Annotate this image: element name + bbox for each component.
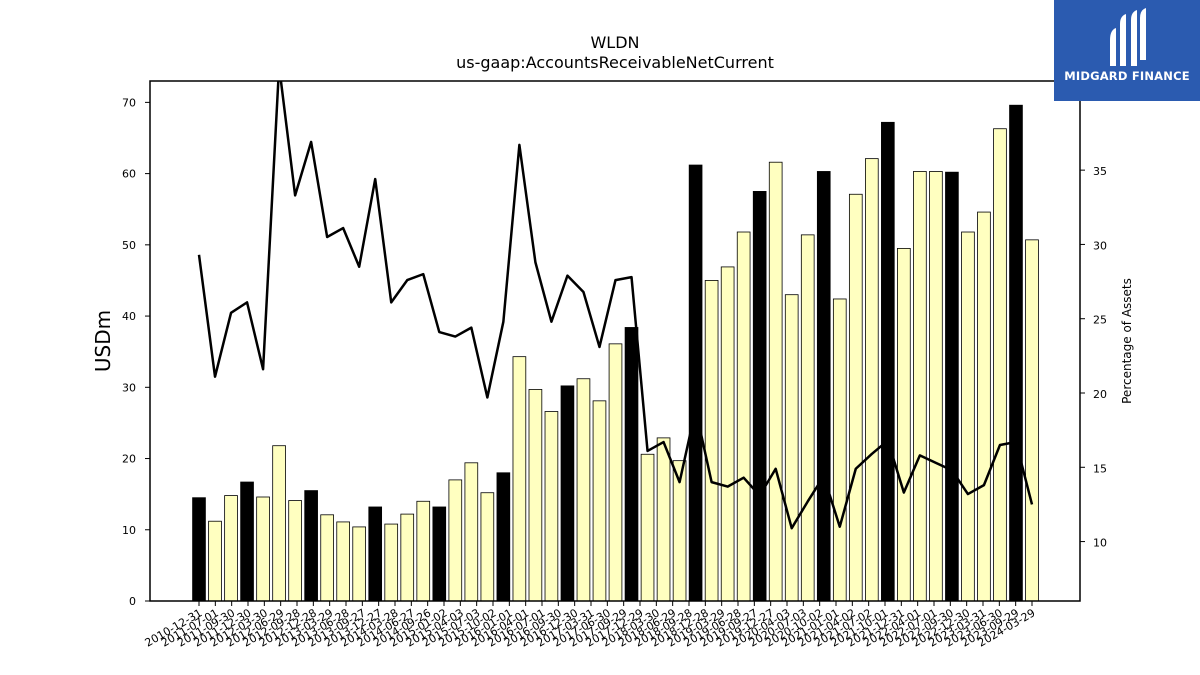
y-tick-label: 10: [122, 524, 136, 537]
bar: [560, 385, 575, 601]
bar: [368, 506, 383, 601]
bar: [913, 171, 927, 601]
bar: [384, 523, 399, 601]
bar: [672, 460, 687, 601]
bar: [624, 327, 639, 601]
bar: [512, 356, 527, 601]
bar: [768, 161, 783, 601]
y-tick-label: 70: [122, 96, 136, 109]
bar: [800, 234, 815, 601]
bar: [816, 171, 831, 601]
bar: [897, 247, 911, 601]
bar: [304, 490, 318, 601]
bar: [993, 128, 1007, 601]
y2-tick-label: 20: [1093, 388, 1107, 401]
bar: [1025, 239, 1039, 601]
y2-tick-label: 15: [1093, 462, 1107, 475]
bar: [192, 497, 206, 601]
bar: [608, 343, 623, 601]
bar: [961, 231, 975, 601]
y-tick-label: 0: [129, 595, 136, 608]
bar: [688, 164, 703, 601]
bar: [240, 481, 254, 601]
line-series: [197, 81, 1034, 530]
bar: [865, 158, 879, 601]
y-axis-left: 0 10 20 30 40 50 60 70: [122, 96, 150, 608]
bar: [656, 437, 671, 601]
bar: [224, 495, 238, 601]
bar: [400, 513, 415, 601]
bar: [640, 453, 655, 601]
bar: [448, 479, 463, 601]
bar: [592, 400, 607, 601]
y-tick-label: 20: [122, 453, 136, 466]
bar: [752, 191, 767, 601]
y2-tick-label: 25: [1093, 314, 1107, 327]
bar: [945, 171, 959, 601]
bar: [352, 526, 366, 601]
y-axis-label: USDm: [91, 310, 115, 372]
y-tick-label: 60: [122, 168, 136, 181]
bar: [416, 500, 431, 601]
bar: [432, 506, 447, 601]
bar-series: [192, 104, 1039, 601]
bar: [736, 231, 751, 601]
y-tick-label: 30: [122, 381, 136, 394]
bar: [544, 411, 559, 601]
bar: [704, 280, 719, 601]
bar: [464, 462, 479, 601]
bar: [576, 378, 591, 601]
y2-tick-label: 10: [1093, 537, 1107, 550]
bar: [848, 193, 863, 601]
chart-subtitle: us-gaap:AccountsReceivableNetCurrent: [456, 53, 774, 72]
bar: [720, 266, 735, 601]
bar: [256, 496, 270, 601]
bar: [336, 521, 350, 601]
chart-title: WLDN: [590, 33, 639, 52]
bar: [881, 121, 895, 601]
bar: [272, 445, 286, 601]
bar: [480, 492, 495, 601]
bar: [832, 298, 847, 601]
logo-mark-icon: [1110, 8, 1146, 66]
percentage-line: [197, 81, 1034, 530]
y2-axis-label: Percentage of Assets: [1120, 278, 1134, 404]
brand-logo: MIDGARD FINANCE: [1054, 0, 1200, 101]
y-tick-label: 50: [122, 239, 136, 252]
bar: [528, 389, 543, 601]
bar: [208, 520, 222, 601]
y-axis-right: 10152025303540: [1080, 91, 1107, 550]
bar: [1009, 104, 1023, 601]
y-tick-label: 40: [122, 310, 136, 323]
logo-text: MIDGARD FINANCE: [1064, 69, 1190, 83]
y2-tick-label: 30: [1093, 239, 1107, 252]
bar: [320, 514, 334, 601]
x-axis: 2010-12-312011-07-012011-09-302011-12-30…: [143, 601, 1038, 650]
bar: [784, 294, 799, 601]
plot-frame: [149, 80, 1081, 602]
bar: [288, 500, 302, 601]
bar: [496, 472, 511, 601]
bar: [977, 211, 991, 601]
y2-tick-label: 35: [1093, 165, 1107, 178]
bar: [929, 171, 943, 601]
